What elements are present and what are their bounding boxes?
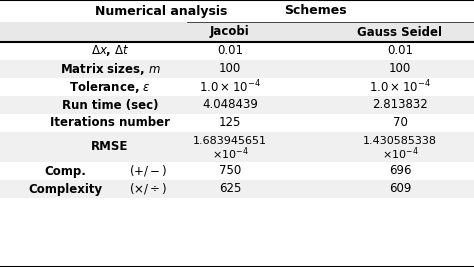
Text: Gauss Seidel: Gauss Seidel xyxy=(357,26,443,38)
Text: Run time (sec): Run time (sec) xyxy=(62,99,158,112)
Text: 100: 100 xyxy=(389,62,411,76)
Bar xyxy=(0,42,474,60)
Bar xyxy=(0,22,474,42)
Text: 1.683945651: 1.683945651 xyxy=(193,136,267,146)
Text: 125: 125 xyxy=(219,116,241,129)
Bar xyxy=(0,132,474,162)
Bar xyxy=(0,78,474,96)
Text: $\times 10^{-4}$: $\times 10^{-4}$ xyxy=(382,146,419,162)
Text: 0.01: 0.01 xyxy=(387,45,413,57)
Text: 4.048439: 4.048439 xyxy=(202,99,258,112)
Text: 70: 70 xyxy=(392,116,408,129)
Text: Jacobi: Jacobi xyxy=(210,26,250,38)
Text: $\times 10^{-4}$: $\times 10^{-4}$ xyxy=(212,146,248,162)
Bar xyxy=(0,60,474,78)
Text: Iterations number: Iterations number xyxy=(50,116,170,129)
Text: 0.01: 0.01 xyxy=(217,45,243,57)
Text: $1.0 \times 10^{-4}$: $1.0 \times 10^{-4}$ xyxy=(369,79,431,95)
Text: Numerical analysis: Numerical analysis xyxy=(95,5,228,18)
Text: $(+/-)$: $(+/-)$ xyxy=(129,163,167,179)
Text: 696: 696 xyxy=(389,164,411,178)
Text: $1.0 \times 10^{-4}$: $1.0 \times 10^{-4}$ xyxy=(199,79,261,95)
Text: Matrix sizes, $m$: Matrix sizes, $m$ xyxy=(60,61,160,77)
Text: RMSE: RMSE xyxy=(91,140,128,154)
Text: 750: 750 xyxy=(219,164,241,178)
Bar xyxy=(0,96,474,114)
Text: Complexity: Complexity xyxy=(28,183,102,195)
Text: 1.430585338: 1.430585338 xyxy=(363,136,437,146)
Bar xyxy=(0,0,474,22)
Text: 2.813832: 2.813832 xyxy=(372,99,428,112)
Text: $(\times/\div)$: $(\times/\div)$ xyxy=(129,182,167,197)
Text: 609: 609 xyxy=(389,183,411,195)
Text: Tolerance, $\varepsilon$: Tolerance, $\varepsilon$ xyxy=(69,79,151,95)
Text: $\Delta x$, $\Delta t$: $\Delta x$, $\Delta t$ xyxy=(91,44,129,58)
Text: 625: 625 xyxy=(219,183,241,195)
Bar xyxy=(0,162,474,180)
Text: Comp.: Comp. xyxy=(44,164,86,178)
Bar xyxy=(0,180,474,198)
Text: 100: 100 xyxy=(219,62,241,76)
Bar xyxy=(0,114,474,132)
Text: Schemes: Schemes xyxy=(283,5,346,18)
